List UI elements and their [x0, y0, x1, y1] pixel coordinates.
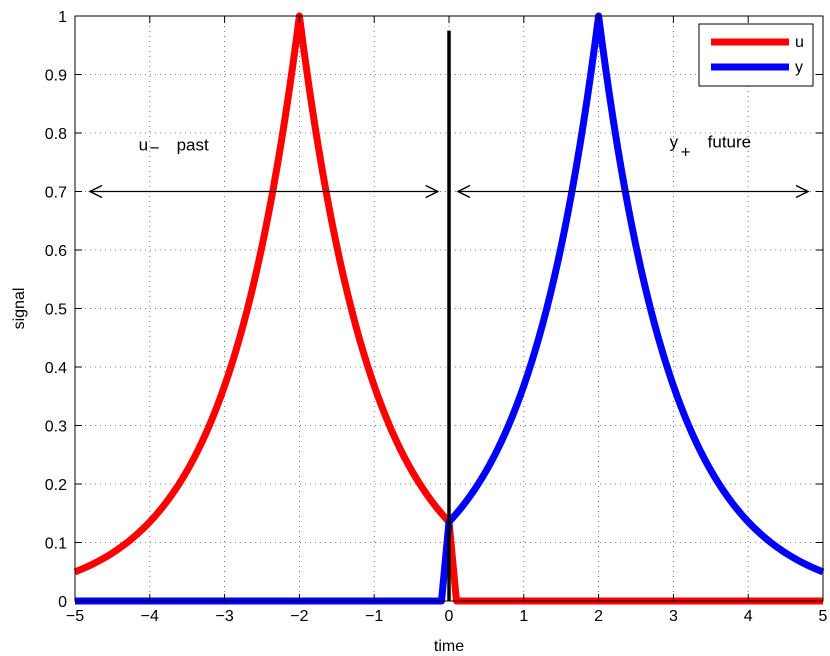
annotation-main: u — [139, 136, 148, 155]
legend: uy — [698, 23, 814, 87]
arrow-head — [88, 184, 103, 199]
y-tick-label: 0.1 — [45, 536, 67, 553]
y-tick-label: 0.6 — [45, 243, 67, 260]
x-tick-label: −5 — [66, 608, 84, 625]
x-tick-label: −4 — [141, 608, 159, 625]
x-tick-label: 5 — [819, 608, 828, 625]
x-tick-label: −2 — [290, 608, 308, 625]
series-layer — [73, 12, 825, 605]
arrow-head — [425, 184, 440, 199]
legend-label-y: y — [795, 59, 803, 76]
y-tick-label: 0 — [58, 594, 67, 611]
x-axis-label: time — [434, 638, 464, 655]
x-tick-label: 3 — [669, 608, 678, 625]
overlay-layer: u − past y+future — [88, 30, 810, 601]
y-tick-label: 1 — [58, 9, 67, 26]
x-tick-label: 0 — [445, 608, 454, 625]
annotation-future: y+ future — [670, 133, 751, 162]
annotation-past: u − past — [139, 136, 209, 158]
annotation-main: y — [670, 133, 679, 152]
ticks: −5 −4 −3 −2 −1 0 1 2 3 4 500.10.20.30.40.50.60.70.… — [45, 9, 828, 625]
x-tick-label: 1 — [519, 608, 528, 625]
y-tick-label: 0.7 — [45, 185, 67, 202]
y-tick-label: 0.4 — [45, 360, 67, 377]
x-tick-label: 4 — [744, 608, 753, 625]
annotation-label: past — [177, 136, 209, 155]
arrow-head — [795, 184, 810, 199]
y-axis-label: signal — [11, 288, 28, 330]
y-tick-label: 0.2 — [45, 477, 67, 494]
annotation-subscript: − — [150, 139, 160, 158]
y-tick-label: 0.3 — [45, 419, 67, 436]
arrow-head — [456, 184, 471, 199]
annotation-subscript: + — [681, 143, 691, 162]
y-tick-label: 0.8 — [45, 126, 67, 143]
series-line-y — [75, 12, 825, 605]
x-tick-label: −1 — [365, 608, 383, 625]
legend-label-u: u — [795, 34, 804, 51]
y-tick-label: 0.5 — [45, 302, 67, 319]
series-line-u — [73, 12, 823, 605]
x-tick-label: 2 — [594, 608, 603, 625]
annotation-label: future — [708, 133, 751, 152]
x-tick-label: −3 — [215, 608, 233, 625]
y-tick-label: 0.9 — [45, 68, 67, 85]
legend-box — [698, 23, 814, 87]
